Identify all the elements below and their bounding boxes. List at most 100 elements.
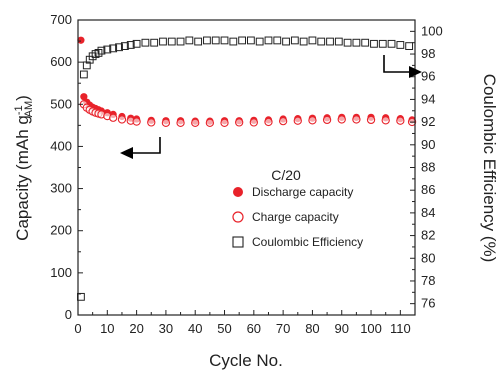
charge-capacity-point	[278, 116, 288, 126]
coulombic-efficiency-point	[387, 39, 396, 48]
y-right-tick-label: 86	[421, 182, 435, 197]
coulombic-efficiency-point	[132, 39, 141, 48]
coulombic-efficiency-point	[97, 46, 106, 55]
charge-capacity-point	[308, 116, 317, 125]
coulombic-efficiency-point	[334, 37, 343, 46]
legend-item-ce: Coulombic Efficiency	[232, 235, 363, 249]
x-tick-label: 80	[305, 321, 319, 336]
coulombic-efficiency-point	[317, 37, 326, 46]
charge-capacity-point	[161, 118, 171, 127]
charge-capacity-point	[249, 118, 258, 127]
y-left-tick-label: 700	[50, 12, 72, 27]
y-axis-right-title: Coulombic Efficiency (%)	[480, 74, 499, 263]
y-left-tick-label: 300	[50, 181, 72, 196]
y-right-tick-label: 96	[421, 69, 435, 84]
x-tick-label: 50	[217, 321, 231, 336]
y-left-tick-label: 500	[50, 96, 72, 111]
plot-frame	[77, 19, 416, 316]
coulombic-efficiency-point	[264, 36, 273, 45]
legend-item-charge: Charge capacity	[232, 210, 339, 224]
coulombic-efficiency-point	[326, 37, 334, 46]
coulombic-efficiency-point	[203, 36, 211, 45]
charge-capacity-point	[337, 115, 346, 124]
arrow-to-left-axis	[120, 137, 161, 159]
arrow-to-right-axis	[383, 55, 422, 78]
x-tick-label: 90	[335, 321, 349, 336]
legend-marker-ce	[232, 236, 244, 248]
charge-capacity-point	[147, 118, 156, 127]
y-left-tick-label: 600	[50, 54, 72, 69]
coulombic-efficiency-point	[120, 42, 129, 50]
x-tick-label: 100	[360, 321, 382, 336]
arrow-left-head	[120, 147, 133, 159]
coulombic-efficiency-point	[282, 37, 290, 46]
coulombic-efficiency-point	[194, 37, 203, 46]
coulombic-efficiency-point	[150, 38, 159, 47]
y-right-tick-label: 98	[421, 46, 435, 61]
charge-capacity-point	[132, 117, 141, 126]
coulombic-efficiency-point	[103, 45, 112, 54]
y-right-tick-label: 90	[421, 137, 435, 152]
y-right-tick-label: 94	[421, 91, 435, 106]
legend-marker-charge	[232, 211, 244, 223]
coulombic-efficiency-point	[159, 37, 167, 46]
x-tick-label: 10	[100, 321, 114, 336]
y-left-tick-label: 100	[50, 265, 72, 280]
coulombic-efficiency-point	[176, 37, 185, 46]
arrow-right-head	[409, 66, 422, 78]
axes-layer: 0 10 20 30 40 50 60 70 80 90 100 110 0 100 200 300 400 50…	[50, 12, 442, 336]
y-right-tick-label: 88	[421, 160, 435, 175]
y-right-tick-label: 78	[421, 273, 435, 288]
charge-capacity-point	[293, 116, 302, 125]
charge-capacity-point	[191, 118, 200, 127]
y-left-tick-label: 400	[50, 138, 72, 153]
x-tick-label: 20	[129, 321, 143, 336]
coulombic-efficiency-point	[405, 42, 414, 50]
charge-capacity-point	[396, 116, 405, 125]
x-axis-title: Cycle No.	[209, 351, 283, 370]
coulombic-efficiency-point	[238, 36, 247, 45]
coulombic-efficiency-point	[361, 38, 370, 47]
charge-capacity-point	[322, 115, 332, 125]
rate-annotation: C/20	[271, 167, 301, 183]
x-tick-label: 70	[276, 321, 290, 336]
legend-marker-discharge	[233, 187, 243, 197]
series-layer	[77, 36, 417, 301]
y-left-tick-label: 200	[50, 223, 72, 238]
coulombic-efficiency-point	[370, 39, 378, 48]
y-right-tick-label: 80	[421, 250, 435, 265]
y-right-tick-label: 84	[421, 205, 435, 220]
charge-capacity-point	[366, 115, 376, 125]
coulombic-efficiency-point	[308, 36, 317, 45]
legend: Discharge capacity Charge capacity Coulo…	[232, 185, 363, 249]
charge-capacity-point	[264, 117, 273, 127]
discharge-capacity-point	[80, 93, 88, 101]
legend-item-discharge: Discharge capacity	[233, 185, 353, 199]
y-right-tick-label: 92	[421, 114, 435, 129]
charge-capacity-point	[205, 118, 215, 127]
charge-capacity-point	[220, 118, 229, 127]
x-tick-label: 0	[74, 321, 81, 336]
coulombic-efficiency-point	[115, 43, 123, 52]
coulombic-efficiency-point	[343, 38, 352, 47]
coulombic-efficiency-point	[396, 41, 405, 49]
coulombic-efficiency-point	[126, 41, 135, 49]
y-right-tick-label: 82	[421, 228, 435, 243]
legend-label-discharge: Discharge capacity	[252, 185, 353, 199]
x-tick-label: 40	[188, 321, 202, 336]
charge-capacity-point	[176, 118, 185, 127]
coulombic-efficiency-point	[299, 37, 308, 46]
y-right-tick-label: 100	[421, 23, 443, 38]
charge-capacity-point	[109, 113, 118, 122]
coulombic-efficiency-point	[378, 39, 387, 48]
arrow-right-shaft	[383, 55, 410, 73]
x-tick-label: 60	[247, 321, 261, 336]
arrow-left-shaft	[132, 137, 161, 154]
charge-capacity-point	[352, 115, 361, 124]
coulombic-efficiency-point	[273, 36, 282, 45]
coulombic-efficiency-point	[167, 37, 176, 46]
charge-capacity-point	[117, 115, 127, 124]
y-axis-left-title: Capacity (mAh g-1AM)	[13, 95, 35, 241]
coulombic-efficiency-point	[246, 36, 255, 45]
coulombic-efficiency-point	[141, 38, 150, 47]
